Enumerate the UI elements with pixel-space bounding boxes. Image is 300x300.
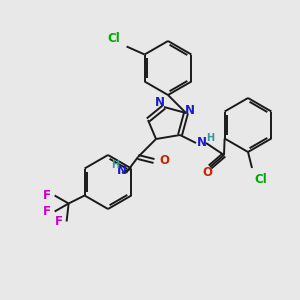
Text: Cl: Cl — [108, 32, 121, 44]
Text: O: O — [202, 166, 212, 178]
Text: Cl: Cl — [254, 173, 267, 186]
Text: H: H — [206, 133, 214, 143]
Text: N: N — [117, 164, 127, 178]
Text: N: N — [155, 97, 165, 110]
Text: N: N — [185, 104, 195, 118]
Text: O: O — [159, 154, 169, 167]
Text: N: N — [197, 136, 207, 149]
Text: H: H — [111, 160, 119, 170]
Text: F: F — [55, 215, 63, 228]
Text: F: F — [43, 189, 51, 202]
Text: F: F — [43, 205, 51, 218]
